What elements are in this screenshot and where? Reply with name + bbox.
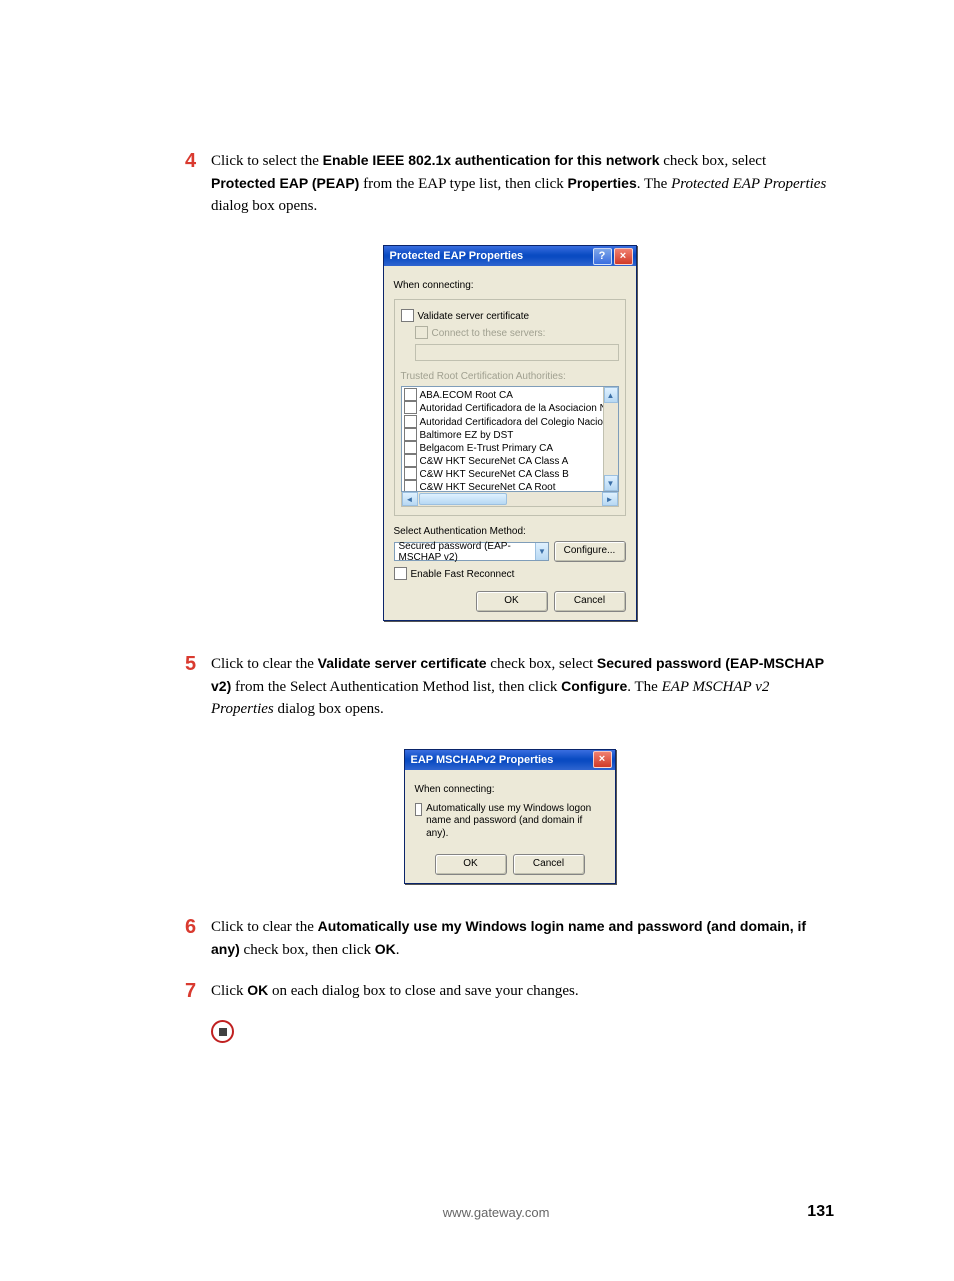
footer-url: www.gateway.com (185, 1205, 807, 1220)
fast-reconnect-checkbox[interactable] (394, 567, 407, 580)
ca-checkbox[interactable] (404, 428, 417, 441)
ca-checkbox[interactable] (404, 454, 417, 467)
text: from the EAP type list, then click (359, 176, 567, 192)
trusted-root-listbox[interactable]: ABA.ECOM Root CA Autoridad Certificadora… (401, 386, 619, 492)
list-item[interactable]: C&W HKT SecureNet CA Root (404, 481, 602, 491)
select-auth-label: Select Authentication Method: (394, 526, 626, 537)
text: dialog box opens. (211, 198, 317, 214)
text: dialog box opens. (274, 701, 384, 717)
list-item[interactable]: Belgacom E-Trust Primary CA (404, 442, 602, 455)
page-footer: www.gateway.com 131 (185, 1203, 834, 1221)
validate-cert-checkbox[interactable] (401, 309, 414, 322)
ca-checkbox[interactable] (404, 401, 417, 414)
list-item[interactable]: Autoridad Certificadora del Colegio Naci… (404, 416, 602, 429)
text: Click (211, 983, 247, 999)
step-body: Click to clear the Validate server certi… (211, 653, 834, 720)
connect-servers-checkbox (415, 326, 428, 339)
auth-method-dropdown[interactable]: Secured password (EAP-MSCHAP v2) ▼ (394, 542, 549, 561)
servers-textbox (415, 344, 619, 361)
scroll-thumb[interactable] (419, 493, 507, 505)
titlebar[interactable]: Protected EAP Properties ? × (384, 246, 636, 266)
cancel-button[interactable]: Cancel (513, 854, 585, 875)
ca-checkbox[interactable] (404, 415, 417, 428)
ok-button[interactable]: OK (435, 854, 507, 875)
list-item[interactable]: C&W HKT SecureNet CA Class A (404, 455, 602, 468)
text: Click to select the (211, 153, 323, 169)
text: . The (627, 679, 661, 695)
dialog-title: EAP MSCHAPv2 Properties (411, 754, 554, 766)
text: Click to clear the (211, 656, 318, 672)
peap-properties-dialog: Protected EAP Properties ? × When connec… (383, 245, 637, 621)
mschap-properties-dialog: EAP MSCHAPv2 Properties × When connectin… (404, 749, 616, 885)
bold-text: OK (375, 941, 396, 957)
step-body: Click to select the Enable IEEE 802.1x a… (211, 150, 834, 217)
auth-method-value: Secured password (EAP-MSCHAP v2) (399, 541, 536, 563)
list-item[interactable]: Baltimore EZ by DST (404, 429, 602, 442)
when-connecting-label: When connecting: (394, 280, 626, 291)
step-4: 4 Click to select the Enable IEEE 802.1x… (185, 150, 834, 217)
cancel-button[interactable]: Cancel (554, 591, 626, 612)
bold-text: Properties (568, 175, 637, 191)
vertical-scrollbar[interactable]: ▲ ▼ (603, 387, 618, 491)
titlebar[interactable]: EAP MSCHAPv2 Properties × (405, 750, 615, 770)
scroll-right-icon[interactable]: ► (602, 492, 618, 506)
stop-icon (211, 1020, 234, 1043)
fast-reconnect-label: Enable Fast Reconnect (411, 569, 515, 580)
list-item[interactable]: Autoridad Certificadora de la Asociacion… (404, 402, 602, 415)
step-number: 4 (185, 150, 211, 172)
scroll-up-icon[interactable]: ▲ (604, 387, 618, 403)
ca-checkbox[interactable] (404, 480, 417, 491)
connect-servers-label: Connect to these servers: (432, 328, 546, 339)
bold-text: OK (247, 982, 268, 998)
chevron-down-icon[interactable]: ▼ (535, 543, 547, 560)
bold-text: Protected EAP (PEAP) (211, 175, 359, 191)
step-number: 7 (185, 980, 211, 1002)
step-6: 6 Click to clear the Automatically use m… (185, 916, 834, 962)
step-5: 5 Click to clear the Validate server cer… (185, 653, 834, 720)
text: check box, select (487, 656, 597, 672)
ok-button[interactable]: OK (476, 591, 548, 612)
list-item[interactable]: ABA.ECOM Root CA (404, 389, 602, 402)
text: Click to clear the (211, 919, 318, 935)
italic-text: Protected EAP Properties (671, 176, 826, 192)
bold-text: Validate server certificate (318, 655, 487, 671)
text: check box, then click (240, 942, 375, 958)
bold-text: Enable IEEE 802.1x authentication for th… (323, 152, 660, 168)
ca-checkbox[interactable] (404, 467, 417, 480)
configure-button[interactable]: Configure... (554, 541, 626, 562)
step-body: Click to clear the Automatically use my … (211, 916, 834, 962)
auto-use-label: Automatically use my Windows logon name … (426, 803, 604, 841)
text: on each dialog box to close and save you… (268, 983, 578, 999)
dialog-title: Protected EAP Properties (390, 250, 524, 262)
ca-checkbox[interactable] (404, 441, 417, 454)
scroll-down-icon[interactable]: ▼ (604, 475, 618, 491)
text: check box, select (660, 153, 767, 169)
page-number: 131 (807, 1203, 834, 1221)
auto-use-checkbox[interactable] (415, 803, 423, 816)
horizontal-scrollbar[interactable]: ◄ ► (401, 492, 619, 507)
trusted-root-label: Trusted Root Certification Authorities: (401, 371, 619, 382)
text: from the Select Authentication Method li… (231, 679, 561, 695)
close-icon[interactable]: × (593, 751, 612, 768)
step-number: 6 (185, 916, 211, 938)
step-number: 5 (185, 653, 211, 675)
text: . The (637, 176, 671, 192)
bold-text: Configure (561, 678, 627, 694)
when-connecting-label: When connecting: (415, 784, 605, 795)
step-7: 7 Click OK on each dialog box to close a… (185, 980, 834, 1003)
help-icon[interactable]: ? (593, 248, 612, 265)
step-body: Click OK on each dialog box to close and… (211, 980, 834, 1003)
validate-cert-label: Validate server certificate (418, 311, 530, 322)
list-item[interactable]: C&W HKT SecureNet CA Class B (404, 468, 602, 481)
scroll-left-icon[interactable]: ◄ (402, 492, 418, 506)
ca-checkbox[interactable] (404, 388, 417, 401)
text: . (396, 942, 400, 958)
close-icon[interactable]: × (614, 248, 633, 265)
